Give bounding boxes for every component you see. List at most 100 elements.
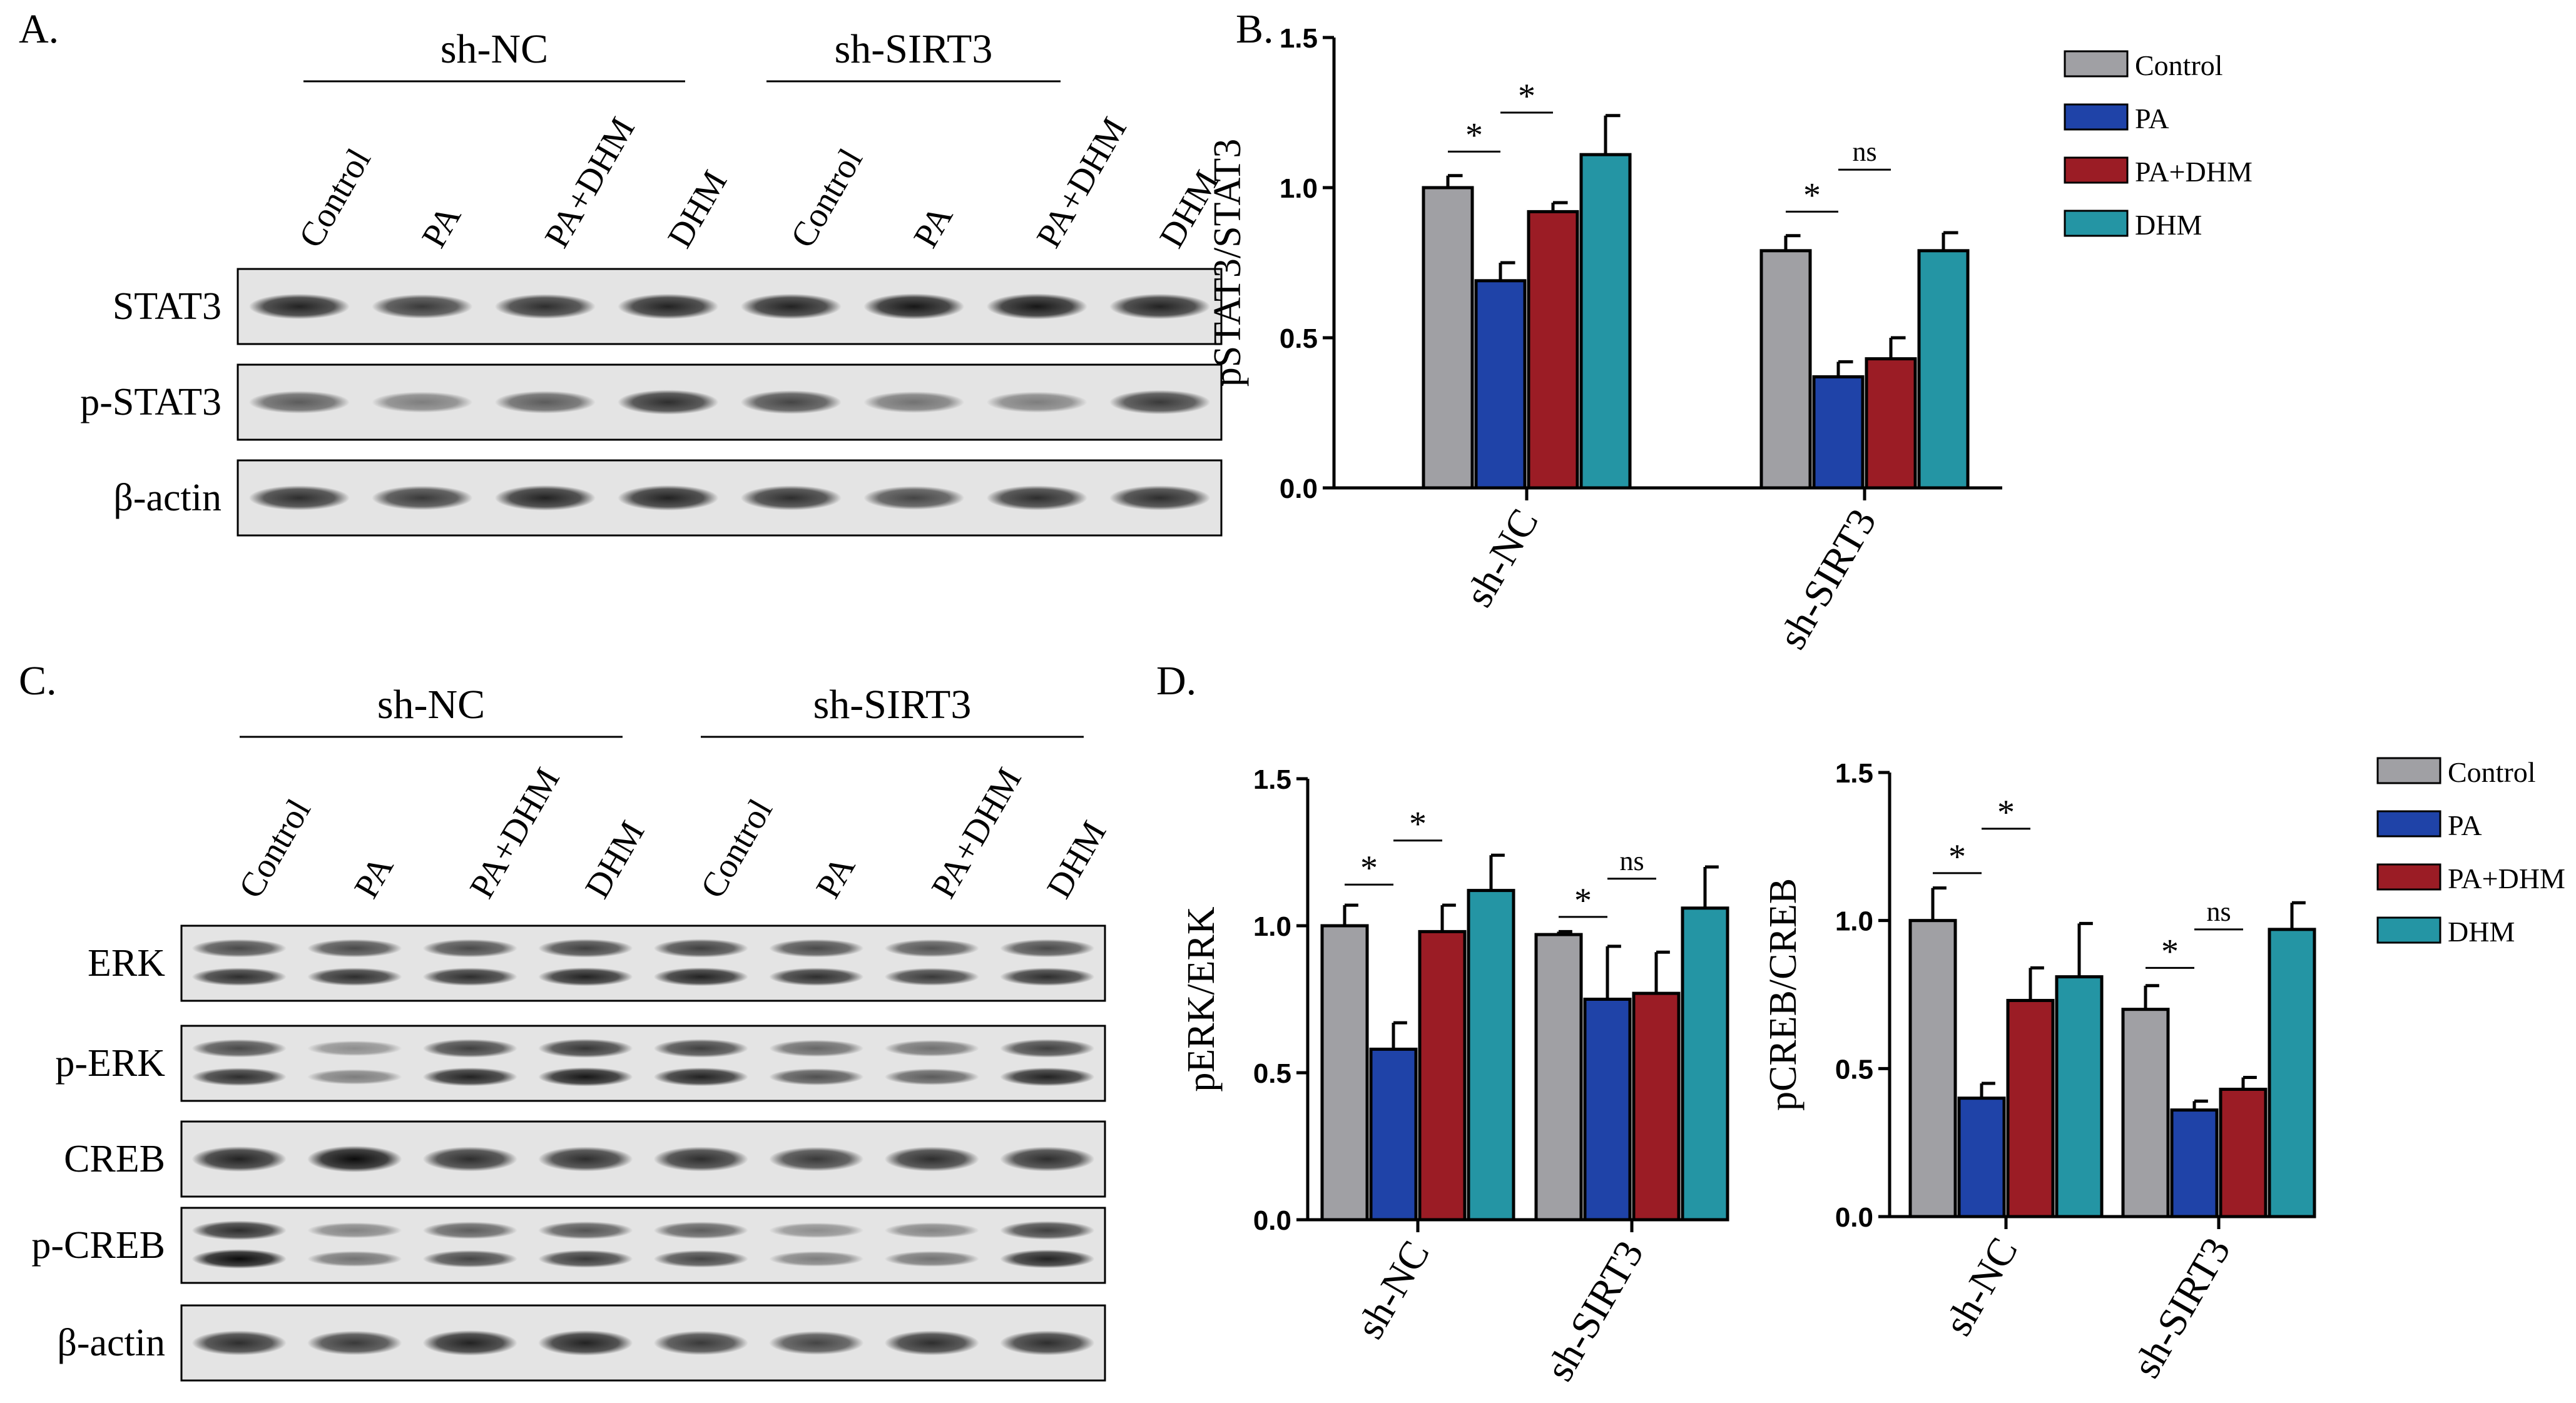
blot-row-label: p-CREB: [31, 1224, 165, 1267]
blot-band: [494, 485, 596, 511]
blot-band: [538, 1221, 633, 1240]
blot-band: [1000, 1147, 1095, 1172]
bar: [1422, 186, 1474, 490]
blot-band: [769, 939, 864, 958]
lane-label: Control: [292, 142, 379, 254]
y-tick-label: 1.0: [1253, 911, 1291, 942]
blot-band: [653, 1039, 748, 1058]
lane-label: PA+DHM: [537, 111, 643, 254]
significance-label: *: [1465, 116, 1483, 154]
blot-band: [1109, 293, 1211, 320]
legend-label: Control: [2135, 49, 2223, 81]
blot-band: [248, 391, 350, 413]
legend-swatch: [2376, 757, 2441, 784]
bar: [1534, 933, 1583, 1222]
blot-band: [1000, 1330, 1095, 1355]
blot-band: [372, 294, 473, 319]
bar: [1369, 1047, 1418, 1222]
blot-band: [494, 391, 596, 413]
blot-band: [884, 1068, 979, 1085]
legend-label: PA+DHM: [2448, 863, 2565, 894]
lane-label: DHM: [578, 814, 652, 904]
lane-label: PA: [808, 849, 863, 904]
bar: [1467, 889, 1515, 1222]
y-tick-label: 1.5: [1835, 758, 1873, 789]
blot-band: [769, 1040, 864, 1057]
blot-band: [863, 486, 965, 510]
legend-label: DHM: [2448, 916, 2515, 948]
blot-strip: [180, 1207, 1106, 1284]
significance-label: ns: [1619, 846, 1644, 876]
y-axis-title: pERK/ERK: [1180, 906, 1223, 1092]
bar: [1474, 279, 1527, 490]
lane-label: PA: [347, 849, 401, 904]
bar: [2268, 928, 2316, 1218]
blot-band: [422, 1222, 517, 1239]
blot-band: [372, 392, 473, 413]
blot-band: [653, 1250, 748, 1268]
significance-label: ns: [2206, 896, 2231, 927]
blot-band: [986, 485, 1087, 510]
blot-band: [653, 967, 748, 986]
blot-band: [422, 1250, 517, 1268]
bar: [1681, 906, 1729, 1222]
bar: [1812, 375, 1865, 490]
blot-group-label: sh-SIRT3: [813, 682, 972, 727]
legend-swatch: [2064, 210, 2129, 237]
significance-label: *: [1948, 838, 1966, 876]
blot-band: [769, 1251, 864, 1267]
bar: [1320, 924, 1369, 1222]
blot-band: [618, 485, 719, 511]
blot-band: [248, 293, 350, 320]
blot-band: [307, 1040, 402, 1056]
blot-band: [1000, 1039, 1095, 1058]
legend-b: Control PA PA+DHM DHM: [2064, 49, 2253, 241]
x-tick-label: sh-NC: [1456, 502, 1547, 614]
blot-band: [1000, 1221, 1095, 1240]
blot-group-label: sh-NC: [377, 682, 485, 727]
significance-label: ns: [1852, 136, 1876, 167]
blot-band: [986, 293, 1087, 320]
blot-band: [653, 1330, 748, 1355]
blot-band: [538, 967, 633, 986]
significance-label: *: [1574, 881, 1592, 920]
blot-band: [372, 485, 473, 510]
blot-band: [653, 1147, 748, 1172]
y-tick-label: 1.0: [1280, 173, 1318, 204]
bar: [2121, 1008, 2170, 1218]
y-tick-label: 0.5: [1280, 323, 1318, 354]
y-tick-label: 1.0: [1835, 906, 1873, 937]
blot-band: [884, 968, 979, 986]
bar: [1418, 929, 1467, 1222]
blot-band: [538, 1067, 633, 1086]
x-tick-label: sh-SIRT3: [1769, 502, 1885, 657]
blot-band: [422, 1039, 517, 1058]
blot-band: [422, 1147, 517, 1172]
bar: [1917, 249, 1970, 490]
y-tick-label: 1.5: [1253, 764, 1291, 795]
x-tick-label: sh-NC: [1935, 1230, 2026, 1343]
blot-band: [307, 939, 402, 958]
legend-d: Control PA PA+DHM DHM: [2376, 756, 2565, 948]
blot-band: [1000, 1067, 1095, 1086]
blot-row-label: p-STAT3: [80, 381, 221, 423]
lane-label: PA+DHM: [1029, 111, 1134, 254]
legend-label: PA: [2135, 103, 2169, 134]
lane-label: DHM: [660, 164, 735, 254]
lane-label: PA: [906, 198, 960, 254]
blot-band: [653, 939, 748, 958]
legend-swatch: [2064, 50, 2129, 78]
blot-band: [884, 1330, 979, 1355]
blot-band: [1000, 939, 1095, 958]
blot-band: [884, 939, 979, 958]
bar: [1527, 210, 1579, 490]
y-tick-label: 0.5: [1253, 1058, 1291, 1089]
y-axis-title: pSTAT3/STAT3: [1206, 139, 1249, 387]
bar: [1583, 998, 1632, 1222]
x-tick-label: sh-SIRT3: [2124, 1230, 2239, 1385]
x-tick-label: sh-SIRT3: [1537, 1233, 1652, 1389]
blot-band: [1109, 390, 1211, 415]
significance-label: *: [1409, 805, 1427, 844]
